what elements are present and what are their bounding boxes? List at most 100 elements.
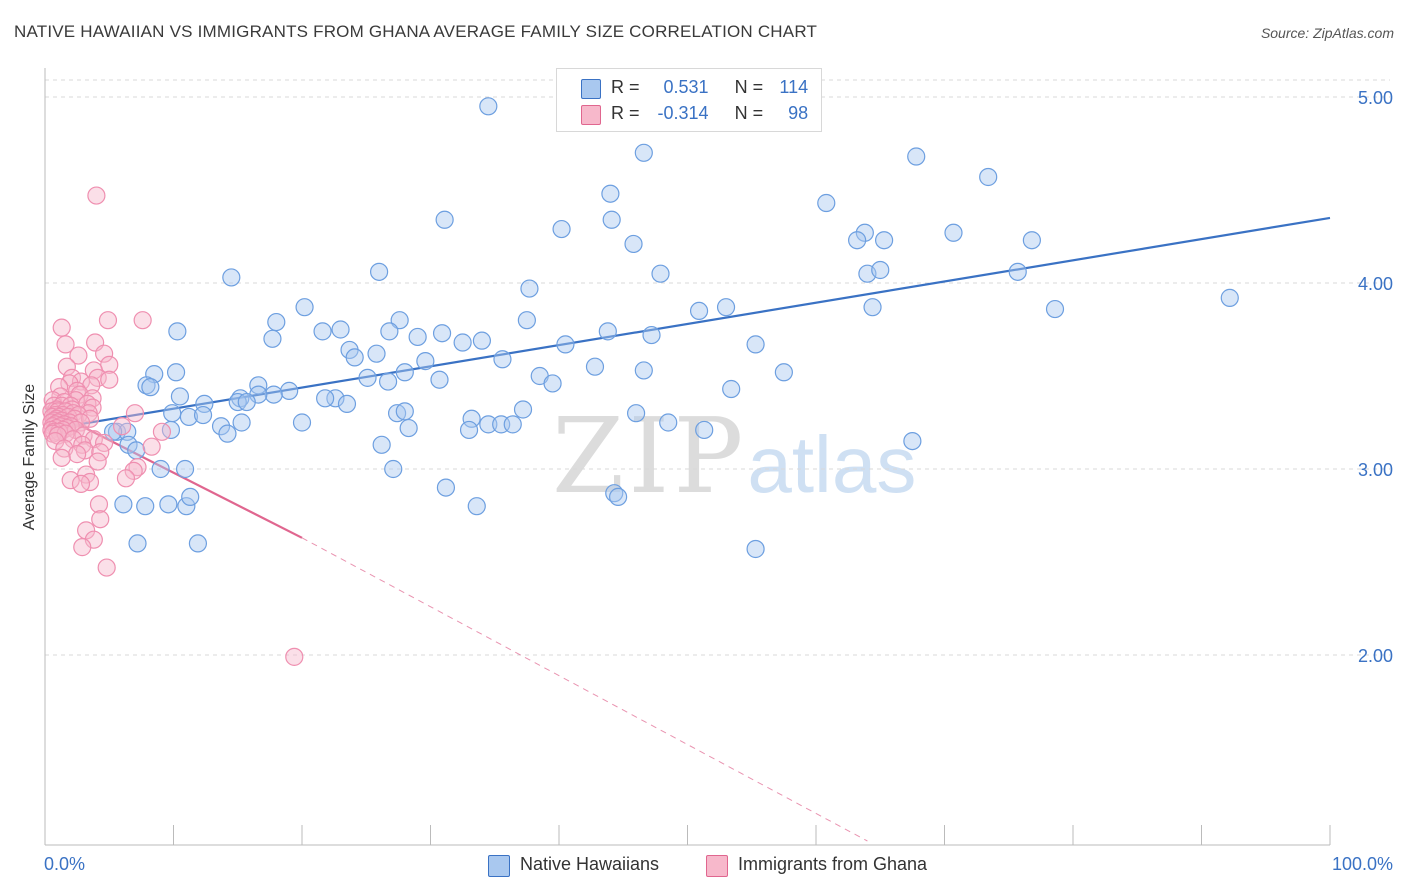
point-native-hawaiians bbox=[128, 534, 147, 553]
point-native-hawaiians bbox=[493, 350, 512, 369]
point-native-hawaiians bbox=[267, 312, 286, 332]
r-value: 0.531 bbox=[663, 77, 709, 97]
point-native-hawaiians bbox=[1220, 288, 1239, 307]
point-native-hawaiians bbox=[436, 478, 456, 497]
trend-extension-immigrants-ghana bbox=[301, 537, 868, 842]
point-native-hawaiians bbox=[601, 184, 620, 203]
point-native-hawaiians bbox=[907, 147, 926, 166]
point-immigrants-ghana bbox=[61, 471, 80, 490]
point-immigrants-ghana bbox=[80, 409, 100, 428]
r-value: -0.314 bbox=[657, 103, 709, 123]
point-native-hawaiians bbox=[746, 335, 765, 354]
point-native-hawaiians bbox=[520, 279, 539, 298]
chart-title: NATIVE HAWAIIAN VS IMMIGRANTS FROM GHANA… bbox=[14, 22, 818, 41]
point-native-hawaiians bbox=[331, 320, 350, 339]
point-native-hawaiians bbox=[871, 260, 890, 280]
watermark-atlas: atlas bbox=[747, 420, 917, 509]
data-points bbox=[42, 97, 1239, 666]
point-immigrants-ghana bbox=[285, 647, 304, 666]
point-native-hawaiians bbox=[1022, 231, 1041, 250]
point-native-hawaiians bbox=[817, 193, 836, 213]
point-native-hawaiians bbox=[716, 298, 736, 317]
point-immigrants-ghana bbox=[95, 433, 114, 453]
point-immigrants-ghana bbox=[73, 538, 92, 557]
point-native-hawaiians bbox=[416, 352, 435, 371]
point-native-hawaiians bbox=[345, 348, 364, 367]
y-tick-label: 5.00 bbox=[1358, 88, 1393, 108]
point-native-hawaiians bbox=[408, 327, 427, 347]
point-native-hawaiians bbox=[543, 374, 562, 393]
point-immigrants-ghana bbox=[124, 461, 143, 480]
point-native-hawaiians bbox=[168, 322, 187, 341]
point-native-hawaiians bbox=[316, 389, 335, 408]
point-native-hawaiians bbox=[384, 459, 403, 479]
point-native-hawaiians bbox=[163, 404, 182, 423]
point-native-hawaiians bbox=[141, 378, 160, 397]
point-native-hawaiians bbox=[211, 417, 231, 436]
point-native-hawaiians bbox=[395, 363, 414, 382]
point-immigrants-ghana bbox=[133, 311, 152, 330]
legend-label: Immigrants from Ghana bbox=[738, 854, 928, 874]
source-credit: Source: ZipAtlas.com bbox=[1260, 25, 1394, 41]
legend-swatch-pink bbox=[581, 105, 601, 125]
point-immigrants-ghana bbox=[91, 510, 110, 529]
point-native-hawaiians bbox=[602, 210, 621, 229]
point-immigrants-ghana bbox=[71, 372, 91, 391]
point-native-hawaiians bbox=[875, 231, 894, 250]
point-native-hawaiians bbox=[358, 368, 377, 387]
point-native-hawaiians bbox=[430, 370, 449, 389]
point-native-hawaiians bbox=[218, 424, 237, 443]
x-tick-label: 100.0% bbox=[1332, 854, 1393, 874]
point-native-hawaiians bbox=[689, 301, 709, 320]
point-native-hawaiians bbox=[370, 262, 389, 281]
point-native-hawaiians bbox=[462, 409, 481, 428]
point-native-hawaiians bbox=[774, 363, 793, 382]
point-native-hawaiians bbox=[513, 400, 533, 419]
point-native-hawaiians bbox=[175, 459, 195, 479]
point-native-hawaiians bbox=[367, 344, 386, 363]
point-native-hawaiians bbox=[127, 441, 146, 460]
point-native-hawaiians bbox=[399, 418, 418, 438]
point-native-hawaiians bbox=[107, 422, 127, 441]
point-immigrants-ghana bbox=[80, 472, 100, 492]
trend-line-native-hawaiians bbox=[44, 216, 1331, 432]
legend-label: Native Hawaiians bbox=[520, 854, 660, 874]
legend-swatch-blue bbox=[581, 79, 601, 99]
point-native-hawaiians bbox=[395, 402, 414, 421]
series-legend: Native Hawaiians Immigrants from Ghana bbox=[0, 853, 1406, 877]
point-native-hawaiians bbox=[459, 420, 479, 440]
point-native-hawaiians bbox=[432, 324, 452, 343]
point-native-hawaiians bbox=[435, 210, 454, 229]
n-label: N = bbox=[734, 77, 764, 97]
point-immigrants-ghana bbox=[52, 318, 71, 337]
point-native-hawaiians bbox=[222, 268, 241, 287]
point-native-hawaiians bbox=[626, 404, 646, 423]
point-native-hawaiians bbox=[118, 422, 137, 441]
point-immigrants-ghana bbox=[89, 495, 109, 514]
point-native-hawaiians bbox=[467, 497, 486, 516]
y-tick-label: 3.00 bbox=[1358, 460, 1393, 480]
point-native-hawaiians bbox=[659, 413, 678, 432]
point-native-hawaiians bbox=[1008, 262, 1027, 281]
point-native-hawaiians bbox=[556, 335, 575, 354]
point-immigrants-ghana bbox=[87, 186, 106, 205]
point-native-hawaiians bbox=[585, 357, 605, 376]
point-native-hawaiians bbox=[177, 497, 196, 516]
point-native-hawaiians bbox=[114, 495, 133, 514]
point-immigrants-ghana bbox=[69, 346, 88, 365]
point-native-hawaiians bbox=[979, 167, 998, 187]
point-native-hawaiians bbox=[453, 333, 472, 352]
point-native-hawaiians bbox=[855, 223, 874, 242]
y-tick-label: 2.00 bbox=[1358, 646, 1393, 666]
point-native-hawaiians bbox=[517, 311, 536, 330]
point-immigrants-ghana bbox=[95, 344, 114, 363]
point-native-hawaiians bbox=[642, 325, 661, 345]
n-value: 98 bbox=[788, 103, 809, 123]
point-immigrants-ghana bbox=[71, 474, 91, 493]
point-native-hawaiians bbox=[188, 534, 208, 553]
y-axis-title: Average Family Size bbox=[21, 384, 38, 531]
point-native-hawaiians bbox=[372, 435, 391, 454]
point-native-hawaiians bbox=[746, 539, 765, 559]
point-native-hawaiians bbox=[944, 223, 963, 242]
